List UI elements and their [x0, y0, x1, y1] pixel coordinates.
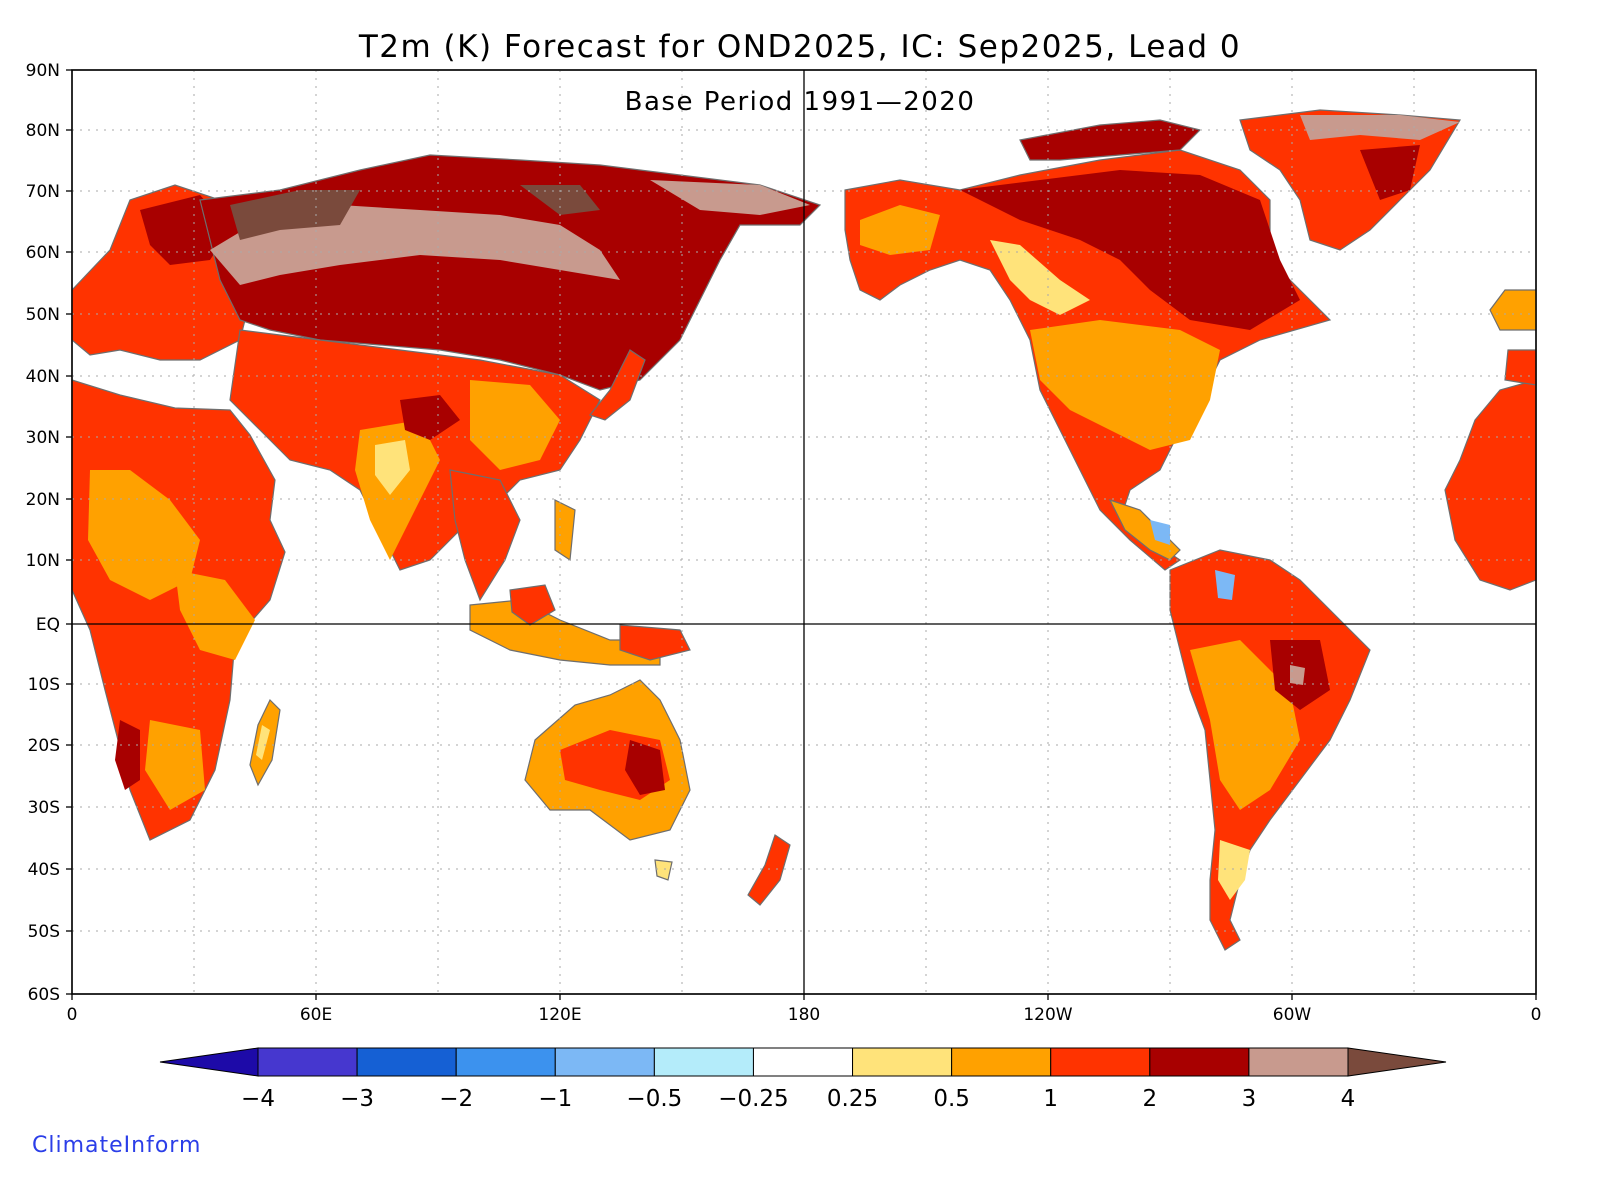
- lon-axis: 0 60E 120E 180 120W 60W 0: [67, 994, 1542, 1025]
- land-sa-cool: [1215, 570, 1235, 600]
- land-africa-orange-1: [88, 470, 200, 600]
- lon-tick-label: 120E: [538, 1005, 581, 1025]
- land-greenland-tan: [1300, 115, 1460, 140]
- lat-tick-label: 60N: [26, 243, 60, 263]
- colorbar-cell: [653, 1047, 754, 1077]
- land-tibet-darkred: [400, 395, 460, 440]
- lon-tick-label: 180: [788, 1005, 820, 1025]
- graticule: [72, 70, 1536, 994]
- lon-tick-label: 0: [1531, 1005, 1542, 1025]
- land-patagonia-yellow: [1218, 840, 1250, 900]
- land-madagascar-yellow: [256, 725, 270, 760]
- land-africa-darkred: [115, 720, 140, 790]
- map-title: T2m (K) Forecast for OND2025, IC: Sep202…: [358, 29, 1241, 65]
- land-japan: [588, 349, 646, 421]
- land-new-zealand: [747, 834, 791, 906]
- colorbar-label: 0.5: [933, 1086, 970, 1112]
- colorbar-cell: [1248, 1047, 1349, 1077]
- land-tasmania: [654, 859, 673, 881]
- land-australia-darkred: [625, 740, 665, 795]
- colorbar-cell: [1050, 1047, 1151, 1077]
- lat-tick-label: 90N: [26, 61, 60, 81]
- land-masses: [71, 109, 1537, 951]
- lat-axis: 90N 80N 70N 60N 50N 40N 30N 20N 10N EQ 1…: [26, 61, 72, 1005]
- land-alaska-orange: [860, 205, 940, 255]
- land-central-america-cool: [1150, 520, 1170, 545]
- lat-tick-label: 20N: [26, 490, 60, 510]
- land-india-yellow: [375, 440, 410, 495]
- land-china-orange: [470, 380, 560, 470]
- colorbar-label: −4: [241, 1086, 275, 1112]
- lat-tick-label: 30N: [26, 428, 60, 448]
- land-africa-orange-2: [175, 570, 255, 660]
- lat-tick-label: 70N: [26, 182, 60, 202]
- colorbar-high-arrow: [1347, 1047, 1447, 1077]
- land-sa-orange: [1190, 640, 1300, 810]
- colorbar-low-arrow: [159, 1047, 259, 1077]
- land-north-asia-tan-2: [650, 180, 810, 215]
- lat-tick-label: EQ: [36, 615, 60, 635]
- colorbar-label: −2: [439, 1086, 473, 1112]
- colorbar: −4 −3 −2 −1 −0.5 −0.25 0.25 0.5 1 2 3 4: [159, 1047, 1447, 1112]
- colorbar-cell: [356, 1047, 457, 1077]
- colorbar-cell: [455, 1047, 556, 1077]
- lat-tick-label: 40S: [28, 860, 60, 880]
- lat-tick-label: 50S: [28, 922, 60, 942]
- lat-tick-label: 30S: [28, 798, 60, 818]
- colorbar-label: 4: [1341, 1086, 1356, 1112]
- colorbar-label: 3: [1242, 1086, 1257, 1112]
- colorbar-label: −0.25: [718, 1086, 788, 1112]
- land-central-america: [1108, 498, 1181, 561]
- colorbar-cell: [257, 1047, 358, 1077]
- land-north-asia-brown: [230, 190, 360, 240]
- lat-tick-label: 80N: [26, 121, 60, 141]
- land-arctic-islands: [1019, 119, 1202, 161]
- colorbar-label: −3: [340, 1086, 374, 1112]
- colorbar-label: 1: [1043, 1086, 1058, 1112]
- lat-tick-label: 40N: [26, 367, 60, 387]
- land-iberia-right-2: [1504, 349, 1537, 386]
- colorbar-cell: [752, 1047, 854, 1077]
- lon-tick-label: 60E: [300, 1005, 332, 1025]
- land-canada-west-yellow: [990, 240, 1090, 315]
- land-usa-orange: [1030, 320, 1220, 450]
- land-greenland-darkred: [1360, 145, 1420, 200]
- land-west-africa-right: [1444, 379, 1537, 591]
- land-se-asia: [449, 469, 521, 602]
- credit-text: ClimateInform: [32, 1133, 201, 1158]
- lat-tick-label: 10S: [28, 675, 60, 695]
- colorbar-cell: [554, 1047, 655, 1077]
- lat-tick-label: 10N: [26, 551, 60, 571]
- land-canada-darkred: [960, 170, 1300, 330]
- land-africa-orange-3: [145, 720, 205, 810]
- land-sa-tan: [1290, 665, 1305, 685]
- lat-tick-label: 60S: [28, 985, 60, 1005]
- lon-tick-label: 120W: [1023, 1005, 1072, 1025]
- colorbar-label: −1: [538, 1086, 572, 1112]
- colorbar-label: −0.5: [626, 1086, 682, 1112]
- lon-tick-label: 60W: [1273, 1005, 1312, 1025]
- colorbar-cell: [1149, 1047, 1250, 1077]
- colorbar-cell: [852, 1047, 953, 1077]
- land-new-guinea: [619, 624, 691, 661]
- colorbar-label: 2: [1142, 1086, 1157, 1112]
- lat-tick-label: 50N: [26, 305, 60, 325]
- map-subtitle: Base Period 1991—2020: [625, 87, 976, 117]
- lat-tick-label: 20S: [28, 736, 60, 756]
- colorbar-cell: [951, 1047, 1052, 1077]
- land-borneo: [509, 584, 556, 626]
- lon-tick-label: 0: [67, 1005, 78, 1025]
- colorbar-label: 0.25: [827, 1086, 878, 1112]
